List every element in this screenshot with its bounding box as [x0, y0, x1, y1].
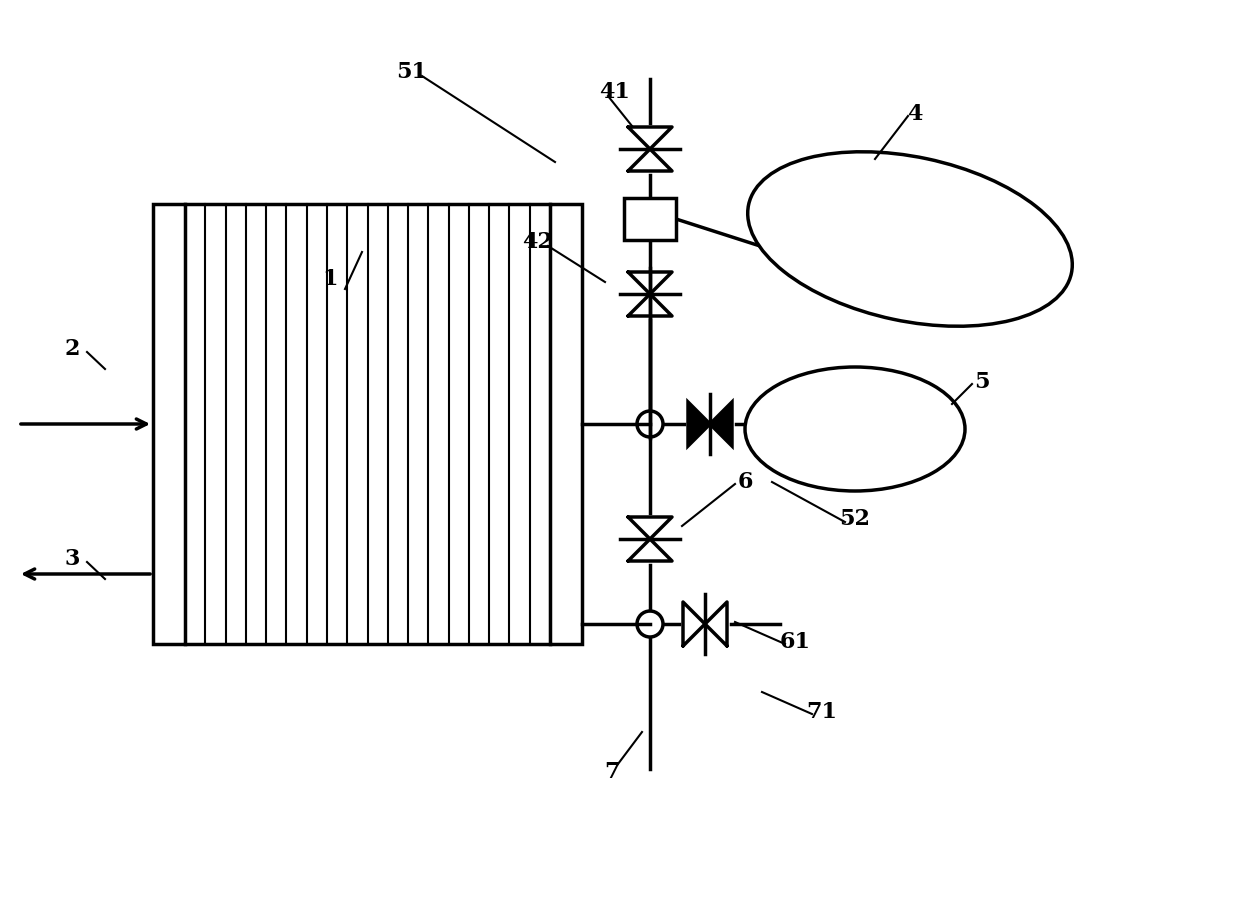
Text: 61: 61 [780, 631, 811, 653]
Text: 5: 5 [975, 371, 990, 393]
Text: 3: 3 [64, 548, 79, 570]
Text: 7: 7 [604, 761, 620, 783]
Text: 52: 52 [839, 508, 870, 530]
Text: 4: 4 [908, 103, 923, 125]
Bar [153, 204, 185, 644]
Polygon shape [711, 402, 732, 446]
Polygon shape [688, 402, 711, 446]
Text: 51: 51 [397, 61, 428, 83]
Text: 42: 42 [522, 231, 553, 253]
Bar [624, 198, 676, 240]
Text: 2: 2 [64, 338, 79, 360]
Text: 6: 6 [738, 471, 753, 493]
Text: 41: 41 [600, 81, 630, 103]
Text: 1: 1 [322, 268, 337, 290]
Bar [551, 204, 582, 644]
Text: 71: 71 [806, 701, 837, 723]
Ellipse shape [748, 152, 1073, 326]
Ellipse shape [745, 367, 965, 491]
